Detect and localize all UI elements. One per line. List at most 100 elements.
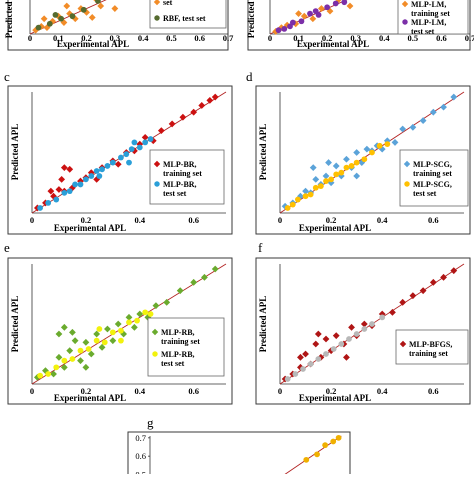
chart-panel-g: 0.7 0.6 0.5 <box>127 431 351 479</box>
data-point <box>46 20 53 27</box>
data-point <box>450 267 458 275</box>
data-point <box>93 175 101 183</box>
data-point <box>307 361 314 367</box>
x-tick-label: 0.2 <box>81 33 92 43</box>
data-point <box>118 154 124 161</box>
x-tick-label: 0.3 <box>350 33 361 43</box>
legend-marker <box>399 340 407 348</box>
data-point <box>77 181 84 188</box>
chart-panel-b: 0 0.1 0.2 0.3 0.4 0.5 0.6 0.7 Experimental APL Pr… <box>246 0 474 51</box>
data-point <box>322 335 330 343</box>
data-point <box>61 357 68 364</box>
legend-marker <box>154 181 160 187</box>
legend-marker <box>153 160 161 168</box>
data-point <box>114 320 122 328</box>
legend: set RBF, test set <box>149 0 227 29</box>
legend-label: MLP-BR, training set <box>163 160 202 178</box>
y-tick-label: 0.5 <box>135 470 146 475</box>
data-point <box>88 173 95 179</box>
data-point <box>332 0 339 7</box>
data-point <box>429 278 437 286</box>
data-point <box>118 337 124 344</box>
legend-label: MLP-RB, training set <box>161 328 200 346</box>
data-point <box>324 4 331 11</box>
legend-label: MLP-RB, test set <box>161 350 195 368</box>
data-point <box>307 191 314 198</box>
data-point <box>399 298 407 306</box>
data-point <box>35 24 42 31</box>
data-point <box>60 363 68 371</box>
legend-label: MLP-SCG, test set <box>413 180 452 198</box>
legend-label: MLP-LM, training set <box>411 0 450 18</box>
legend-marker <box>154 15 160 21</box>
data-point <box>126 159 132 166</box>
data-point <box>47 187 55 195</box>
x-tick-label: 0.2 <box>326 215 337 225</box>
data-point <box>302 187 309 195</box>
data-point <box>328 176 335 183</box>
data-point <box>152 302 160 310</box>
data-point <box>142 139 149 146</box>
x-tick-label: 0.4 <box>377 386 388 396</box>
data-point <box>77 177 84 185</box>
data-point <box>40 15 48 23</box>
x-tick-label: 0.1 <box>293 33 304 43</box>
x-tick-label: 0.4 <box>134 215 145 225</box>
legend-label: MLP-LM, test set <box>411 18 446 36</box>
chart-panel-d: 0 0.2 0.4 0.6 Experimental APL Predicted APL M… <box>255 85 471 235</box>
x-axis-label: Experimental APL <box>297 39 369 49</box>
legend-box <box>147 317 225 377</box>
x-tick-label: 0.6 <box>194 33 205 43</box>
data-point <box>332 332 340 340</box>
panel-label-g: g <box>147 415 154 430</box>
data-point <box>80 6 87 13</box>
data-point <box>312 8 319 14</box>
data-point <box>87 350 95 358</box>
data-point <box>307 10 313 17</box>
data-point <box>52 12 59 18</box>
data-point <box>82 363 90 371</box>
data-point <box>37 372 43 379</box>
data-point <box>93 168 100 174</box>
data-point <box>353 149 361 156</box>
data-point <box>93 337 100 344</box>
panel-label-d: d <box>246 69 253 84</box>
data-point <box>312 175 320 183</box>
data-point <box>87 169 95 177</box>
legend-box <box>399 149 469 207</box>
data-point <box>378 145 386 153</box>
data-point <box>163 298 171 306</box>
y-axis-label: Predicted APL <box>4 0 14 38</box>
y-tick-label: 0.6 <box>135 451 146 461</box>
data-point <box>312 184 319 191</box>
data-point <box>60 164 68 172</box>
x-tick-label: 0.4 <box>377 215 388 225</box>
data-point <box>322 172 330 180</box>
legend-marker <box>152 351 158 357</box>
data-point <box>201 273 208 281</box>
panel-label-f: f <box>258 240 263 255</box>
data-point <box>61 189 68 196</box>
data-point <box>104 325 111 333</box>
data-point <box>142 309 149 316</box>
panel-label-c: c <box>4 69 10 84</box>
data-point <box>317 183 324 190</box>
data-point <box>314 330 322 338</box>
data-point <box>69 328 76 336</box>
chart-panel-a: 0 0.1 0.2 0.3 0.4 0.5 0.6 0.7 Experimental APL Pr… <box>4 0 234 51</box>
data-point <box>343 353 350 361</box>
x-tick-label: 0.5 <box>408 33 419 43</box>
data-point <box>333 171 340 178</box>
data-point <box>55 330 63 338</box>
data-point <box>389 308 396 316</box>
x-tick-label: 0.2 <box>81 215 92 225</box>
data-point <box>109 329 116 336</box>
data-point <box>312 340 320 348</box>
data-point <box>302 193 309 200</box>
legend-box <box>149 0 227 29</box>
x-tick-label: 0 <box>278 386 282 396</box>
data-point <box>66 10 73 18</box>
data-point <box>429 108 437 116</box>
